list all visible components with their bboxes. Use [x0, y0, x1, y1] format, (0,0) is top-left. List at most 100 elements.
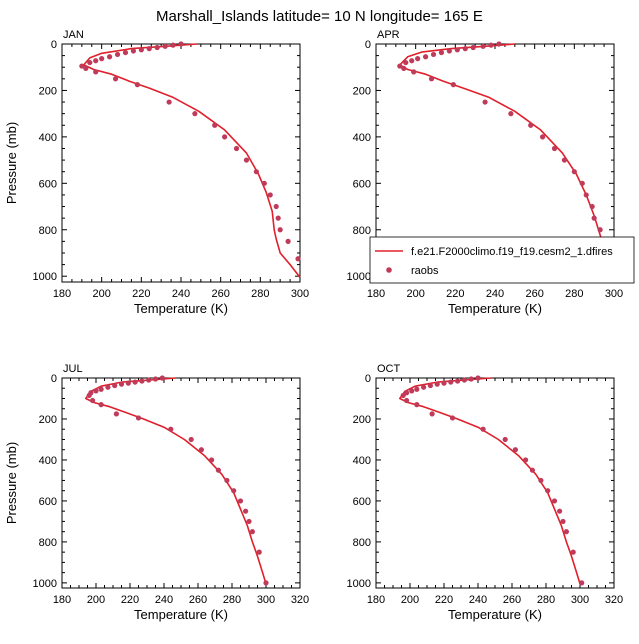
- x-tick-label: 320: [291, 594, 309, 606]
- raobs-point: [461, 377, 467, 383]
- raobs-point: [188, 436, 194, 443]
- raobs-point: [209, 457, 215, 463]
- x-tick-label: 260: [189, 594, 207, 606]
- raobs-point: [561, 157, 568, 163]
- raobs-point: [98, 386, 104, 392]
- raobs-point: [428, 76, 435, 82]
- raobs-point: [589, 203, 595, 210]
- y-tick-label: 600: [353, 496, 371, 508]
- y-tick-label: 800: [353, 225, 371, 237]
- raobs-point: [415, 56, 421, 62]
- raobs-point: [243, 508, 249, 514]
- raobs-point: [198, 447, 204, 453]
- panel-label-jan: JAN: [63, 29, 84, 41]
- x-tick-label: 280: [537, 594, 555, 606]
- panel-label-jul: JUL: [63, 363, 83, 375]
- panel-apr: 180 200 220 240 260 280 300 0 200 400 600 800 1000 AP…: [347, 29, 635, 316]
- x-tick-label: 180: [367, 288, 385, 300]
- legend-box: [369, 236, 635, 284]
- raobs-point: [83, 65, 89, 71]
- raobs-point: [237, 498, 244, 504]
- raobs-point: [427, 382, 433, 389]
- raobs-point: [551, 498, 558, 504]
- model-profile-line: [398, 377, 581, 585]
- y-tick-label: 200: [353, 414, 371, 426]
- raobs-point: [400, 392, 406, 399]
- model-profile-line: [85, 377, 267, 585]
- raobs-point: [249, 529, 255, 535]
- raobs-point: [125, 380, 131, 386]
- raobs-point: [409, 58, 415, 64]
- y-tick-label: 400: [39, 455, 57, 467]
- panel-jul: 180 200 220 240 260 280 300 320 0 200 400 600 800 100…: [4, 363, 309, 622]
- x-tick-label: 300: [257, 594, 275, 606]
- x-tick-label: 220: [435, 594, 453, 606]
- raobs-point: [79, 63, 85, 69]
- y-tick-label: 200: [353, 85, 371, 97]
- raobs-point: [243, 157, 250, 163]
- plot-frame: [61, 377, 301, 589]
- raobs-point: [557, 508, 563, 514]
- x-tick-label: 180: [367, 594, 385, 606]
- raobs-point: [591, 215, 597, 221]
- raobs-point: [401, 65, 407, 71]
- x-tick-label: 180: [53, 594, 71, 606]
- raobs-point: [130, 48, 136, 54]
- raobs-point: [508, 111, 514, 117]
- x-tick-label: 220: [446, 288, 464, 300]
- panel-label-oct: OCT: [377, 363, 401, 375]
- raobs-point: [560, 518, 566, 525]
- raobs-point: [397, 63, 403, 69]
- raobs-point: [154, 44, 160, 51]
- raobs-point: [450, 82, 456, 88]
- raobs-point: [146, 377, 152, 383]
- raobs-point: [261, 180, 267, 186]
- raobs-point: [448, 379, 454, 385]
- panel-jan: 180 200 220 240 260 280 300 0 200 400 600 800 1000 JA…: [4, 29, 309, 316]
- raobs-point: [273, 203, 279, 210]
- raobs-point: [99, 56, 105, 62]
- raobs-point: [93, 69, 99, 75]
- x-axis-title: Temperature (K): [134, 607, 228, 622]
- x-tick-label: 240: [155, 594, 173, 606]
- x-tick-label: 280: [251, 288, 269, 300]
- raobs-point: [470, 44, 476, 51]
- raobs-point: [107, 54, 113, 60]
- raobs-point: [414, 402, 420, 408]
- y-tick-label: 0: [365, 373, 371, 385]
- y-tick-label: 800: [39, 225, 57, 237]
- legend: f.e21.F2000climo.f19_f19.cesm2_1.dfiresr…: [369, 236, 635, 284]
- raobs-point: [540, 134, 546, 140]
- x-tick-label: 240: [172, 288, 190, 300]
- raobs-point: [162, 43, 168, 49]
- raobs-point: [93, 388, 99, 394]
- x-tick-label: 220: [121, 594, 139, 606]
- x-tick-label: 200: [92, 288, 110, 300]
- y-tick-label: 600: [39, 496, 57, 508]
- raobs-point: [114, 51, 121, 58]
- raobs-point: [571, 169, 577, 175]
- y-tick-label: 0: [365, 39, 371, 51]
- y-tick-label: 600: [353, 178, 371, 190]
- raobs-point: [528, 122, 534, 128]
- raobs-point: [168, 426, 174, 432]
- raobs-point: [529, 467, 536, 473]
- y-axis-title: Pressure (mb): [4, 442, 19, 524]
- x-tick-label: 320: [605, 594, 623, 606]
- raobs-point: [215, 467, 221, 473]
- raobs-point: [135, 415, 142, 421]
- x-tick-label: 240: [469, 594, 487, 606]
- raobs-point: [403, 59, 409, 66]
- y-tick-label: 1000: [33, 578, 57, 590]
- raobs-point: [409, 388, 415, 394]
- model-profile-line: [83, 43, 301, 278]
- raobs-point: [256, 549, 262, 555]
- x-tick-label: 200: [406, 288, 424, 300]
- raobs-point: [579, 180, 585, 186]
- raobs-point: [523, 457, 529, 463]
- y-tick-label: 1000: [347, 271, 371, 283]
- y-tick-label: 1000: [33, 271, 57, 283]
- raobs-point: [583, 192, 589, 198]
- y-tick-label: 800: [353, 537, 371, 549]
- raobs-point: [475, 375, 481, 381]
